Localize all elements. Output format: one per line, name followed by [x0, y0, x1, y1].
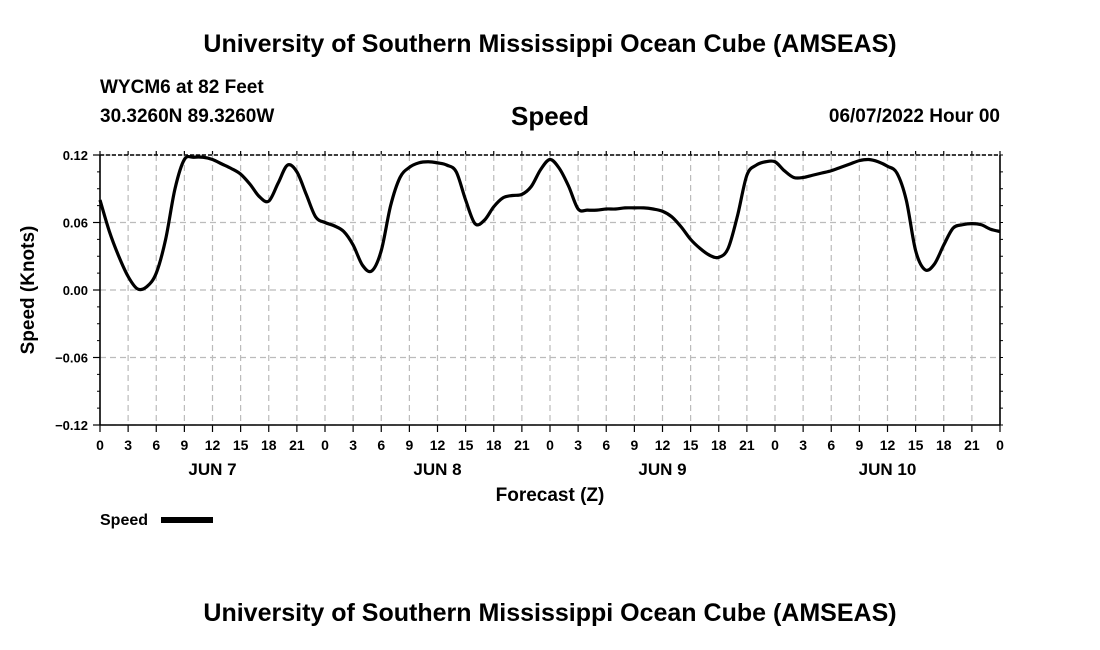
x-tick-label: 18: [711, 437, 727, 453]
x-tick-label: 18: [261, 437, 277, 453]
x-tick-label: 21: [289, 437, 305, 453]
x-tick-label: 3: [349, 437, 357, 453]
y-tick-label: −0.12: [55, 418, 88, 433]
day-label: JUN 9: [638, 460, 686, 479]
x-tick-label: 21: [964, 437, 980, 453]
speed-series-line: [98, 154, 1001, 292]
x-tick-label: 0: [546, 437, 554, 453]
y-tick-label: −0.06: [55, 351, 88, 366]
x-tick-label: 15: [458, 437, 474, 453]
x-axis-title: Forecast (Z): [496, 485, 605, 506]
x-tick-label: 9: [180, 437, 188, 453]
legend-swatch: [161, 517, 213, 523]
timestamp-label: 06/07/2022 Hour 00: [828, 106, 1000, 127]
x-tick-label: 6: [152, 437, 160, 453]
x-tick-label: 15: [233, 437, 249, 453]
x-tick-label: 0: [771, 437, 779, 453]
x-tick-label: 12: [430, 437, 446, 453]
station-label: WYCM6 at 82 Feet: [100, 77, 264, 98]
x-tick-label: 6: [827, 437, 835, 453]
day-label: JUN 10: [859, 460, 917, 479]
day-label: JUN 7: [188, 460, 236, 479]
x-tick-label: 12: [205, 437, 221, 453]
x-tick-label: 3: [124, 437, 132, 453]
x-tick-label: 6: [377, 437, 385, 453]
y-tick-label: 0.00: [63, 283, 88, 298]
y-tick-label: 0.12: [63, 148, 88, 163]
coordinates-label: 30.3260N 89.3260W: [100, 106, 275, 127]
legend-label: Speed: [100, 512, 148, 529]
x-tick-label: 9: [630, 437, 638, 453]
day-label: JUN 8: [413, 460, 461, 479]
x-tick-label: 18: [486, 437, 502, 453]
x-tick-label: 0: [321, 437, 329, 453]
x-tick-label: 15: [908, 437, 924, 453]
x-tick-label: 12: [880, 437, 896, 453]
x-tick-label: 0: [996, 437, 1004, 453]
x-tick-label: 12: [655, 437, 671, 453]
x-tick-label: 15: [683, 437, 699, 453]
x-tick-label: 0: [96, 437, 104, 453]
x-tick-label: 3: [574, 437, 582, 453]
y-axis-title: Speed (Knots): [18, 226, 39, 355]
x-tick-label: 9: [855, 437, 863, 453]
x-tick-label: 18: [936, 437, 952, 453]
y-tick-label: 0.06: [63, 216, 88, 231]
x-tick-label: 9: [405, 437, 413, 453]
x-tick-label: 21: [739, 437, 755, 453]
x-tick-label: 6: [602, 437, 610, 453]
chart-title: Speed: [510, 101, 590, 131]
x-tick-label: 3: [799, 437, 807, 453]
page-title: University of Southern Mississippi Ocean…: [203, 30, 897, 58]
footer-title: University of Southern Mississippi Ocean…: [203, 599, 897, 627]
x-tick-label: 21: [514, 437, 530, 453]
